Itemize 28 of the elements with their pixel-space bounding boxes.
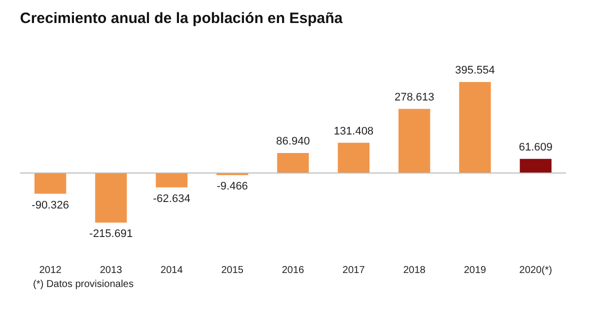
data-label: 131.408 xyxy=(334,125,374,138)
x-tick-label: 2012 xyxy=(39,264,62,276)
chart-title: Crecimiento anual de la población en España xyxy=(20,10,344,28)
data-label: 278.613 xyxy=(394,91,434,104)
data-label: -9.466 xyxy=(216,180,248,193)
data-label: 395.554 xyxy=(455,64,495,77)
x-tick-label: 2016 xyxy=(282,264,305,276)
bar xyxy=(156,174,188,188)
bar xyxy=(338,142,370,172)
x-tick-label: 2014 xyxy=(160,264,184,276)
bar xyxy=(95,174,127,223)
x-tick-label: 2017 xyxy=(342,264,366,276)
x-tick-label: 2019 xyxy=(464,264,487,276)
x-tick-label: 2018 xyxy=(403,264,426,276)
bar xyxy=(277,153,309,172)
x-tick-label: 2020(*) xyxy=(519,264,552,276)
text: (*) Datos provisionales xyxy=(33,279,134,290)
bar xyxy=(34,174,66,194)
bar xyxy=(520,158,552,172)
data-label: -215.691 xyxy=(89,228,133,240)
bar xyxy=(459,82,491,172)
bar xyxy=(398,108,430,172)
data-label: 86.940 xyxy=(276,136,310,148)
x-tick-label: 2013 xyxy=(100,264,123,276)
x-tick-label: 2015 xyxy=(221,264,244,276)
data-label: -90.326 xyxy=(32,199,69,212)
data-label: -62.634 xyxy=(153,192,190,205)
data-label: 61.609 xyxy=(518,141,552,154)
